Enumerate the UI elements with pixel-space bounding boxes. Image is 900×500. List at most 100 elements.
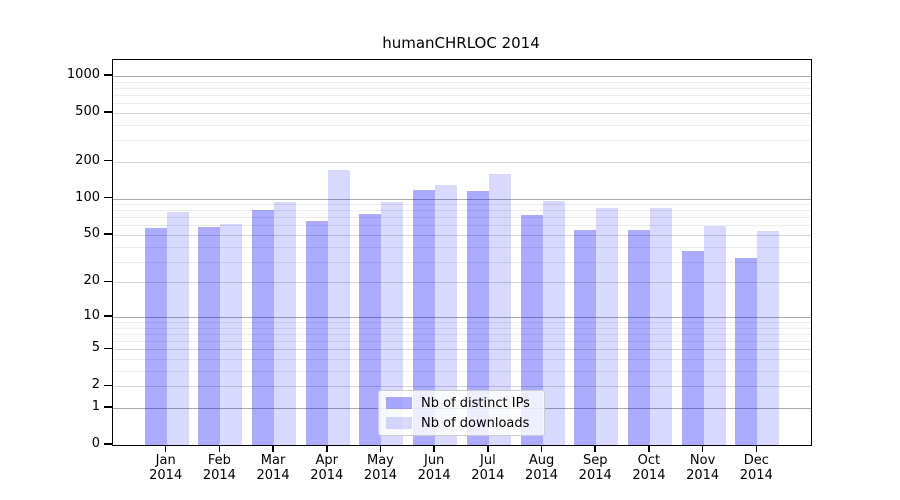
gridline-500 — [113, 112, 811, 114]
bar-distinct-ips-oct — [627, 230, 650, 445]
y-tick-mark-500 — [104, 111, 112, 113]
x-tick-mark-sep — [594, 445, 596, 452]
bar-downloads-oct — [649, 208, 672, 445]
bar-distinct-ips-may — [359, 213, 382, 445]
gridline-800 — [113, 87, 811, 89]
x-tick-mark-nov — [701, 445, 704, 452]
bar-downloads-nov — [703, 226, 726, 445]
gridline-4 — [113, 359, 811, 361]
gridline-60 — [113, 225, 811, 227]
bar-distinct-ips-nov — [681, 250, 704, 445]
y-tick-label-20: 20 — [83, 273, 100, 289]
gridline-40 — [113, 246, 811, 248]
y-tick-mark-1 — [104, 406, 112, 408]
bar-downloads-mar — [274, 202, 297, 445]
bar-distinct-ips-jun — [413, 189, 436, 445]
x-tick-mark-oct — [648, 445, 650, 452]
x-tick-label-apr: Apr 2014 — [310, 453, 344, 483]
y-tick-mark-0 — [104, 443, 112, 445]
bar-distinct-ips-aug — [520, 215, 543, 445]
y-tick-mark-2 — [104, 384, 112, 387]
legend: Nb of distinct IPs Nb of downloads — [378, 390, 545, 436]
y-tick-mark-20 — [104, 280, 112, 283]
legend-item-distinct-ips: Nb of distinct IPs — [379, 395, 544, 411]
y-tick-label-1000: 1000 — [66, 67, 100, 82]
bar-distinct-ips-jul — [466, 190, 489, 445]
bar-distinct-ips-dec — [735, 258, 758, 445]
gridline-200 — [113, 161, 811, 163]
y-tick-label-10: 10 — [83, 307, 100, 323]
gridline-400 — [113, 124, 811, 126]
bar-downloads-jul — [488, 173, 511, 445]
y-tick-mark-200 — [104, 159, 112, 162]
gridline-1000 — [113, 76, 811, 77]
x-tick-label-jun: Jun 2014 — [417, 453, 451, 483]
legend-swatch-distinct-ips — [386, 397, 412, 409]
x-tick-label-jan: Jan 2014 — [149, 453, 183, 483]
gridline-7 — [113, 333, 811, 335]
y-tick-label-1: 1 — [91, 398, 100, 414]
plot-area — [112, 59, 812, 446]
y-tick-mark-10 — [104, 315, 112, 317]
y-tick-label-200: 200 — [75, 152, 100, 168]
x-tick-label-aug: Aug 2014 — [524, 453, 559, 483]
x-tick-mark-mar — [272, 445, 274, 452]
legend-item-downloads: Nb of downloads — [379, 415, 544, 431]
bar-downloads-jan — [166, 212, 189, 445]
bar-downloads-sep — [596, 208, 619, 445]
x-tick-mark-dec — [755, 445, 758, 452]
bar-distinct-ips-feb — [198, 227, 221, 445]
x-tick-label-may: May 2014 — [363, 453, 397, 483]
gridline-30 — [113, 261, 811, 263]
gridline-2 — [113, 386, 811, 388]
x-tick-mark-may — [379, 445, 382, 452]
gridline-90 — [113, 204, 811, 206]
bar-downloads-feb — [220, 223, 243, 445]
legend-label-distinct-ips: Nb of distinct IPs — [421, 395, 530, 411]
x-tick-mark-apr — [326, 445, 328, 452]
gridline-50 — [113, 234, 811, 236]
bar-downloads-apr — [327, 169, 350, 445]
y-tick-label-500: 500 — [75, 103, 100, 119]
x-tick-mark-jun — [433, 445, 435, 452]
bar-downloads-aug — [542, 201, 565, 445]
gridline-700 — [113, 95, 811, 97]
chart-title: humanCHRLOC 2014 — [382, 34, 540, 52]
y-tick-mark-1000 — [104, 74, 112, 76]
bar-distinct-ips-mar — [252, 210, 275, 445]
gridline-100 — [113, 198, 811, 200]
gridline-10 — [113, 316, 811, 318]
y-tick-mark-100 — [104, 196, 112, 199]
gridline-6 — [113, 341, 811, 343]
y-tick-label-2: 2 — [91, 377, 100, 393]
gridline-5 — [113, 349, 811, 351]
y-tick-label-5: 5 — [91, 340, 100, 356]
x-tick-label-oct: Oct 2014 — [632, 453, 666, 483]
x-tick-mark-feb — [218, 445, 221, 452]
bar-downloads-may — [381, 202, 404, 445]
gridline-80 — [113, 210, 811, 212]
bar-downloads-jun — [435, 184, 458, 445]
y-tick-label-100: 100 — [75, 189, 100, 205]
x-tick-mark-aug — [540, 445, 543, 452]
y-tick-label-50: 50 — [83, 225, 100, 241]
x-tick-label-sep: Sep 2014 — [578, 453, 612, 483]
legend-label-downloads: Nb of downloads — [421, 415, 530, 431]
x-tick-label-mar: Mar 2014 — [256, 453, 290, 483]
x-tick-label-nov: Nov 2014 — [686, 453, 720, 483]
x-tick-mark-jul — [487, 445, 489, 452]
gridline-300 — [113, 140, 811, 142]
gridline-8 — [113, 327, 811, 329]
bar-downloads-dec — [757, 231, 780, 445]
x-tick-label-feb: Feb 2014 — [202, 453, 236, 483]
gridline-900 — [113, 81, 811, 83]
x-tick-mark-jan — [164, 445, 167, 452]
legend-swatch-downloads — [386, 417, 412, 429]
y-tick-label-0: 0 — [91, 436, 100, 451]
gridline-600 — [113, 103, 811, 105]
gridline-70 — [113, 217, 811, 219]
x-tick-label-jul: Jul 2014 — [471, 453, 505, 483]
gridline-20 — [113, 282, 811, 284]
gridline-3 — [113, 370, 811, 372]
